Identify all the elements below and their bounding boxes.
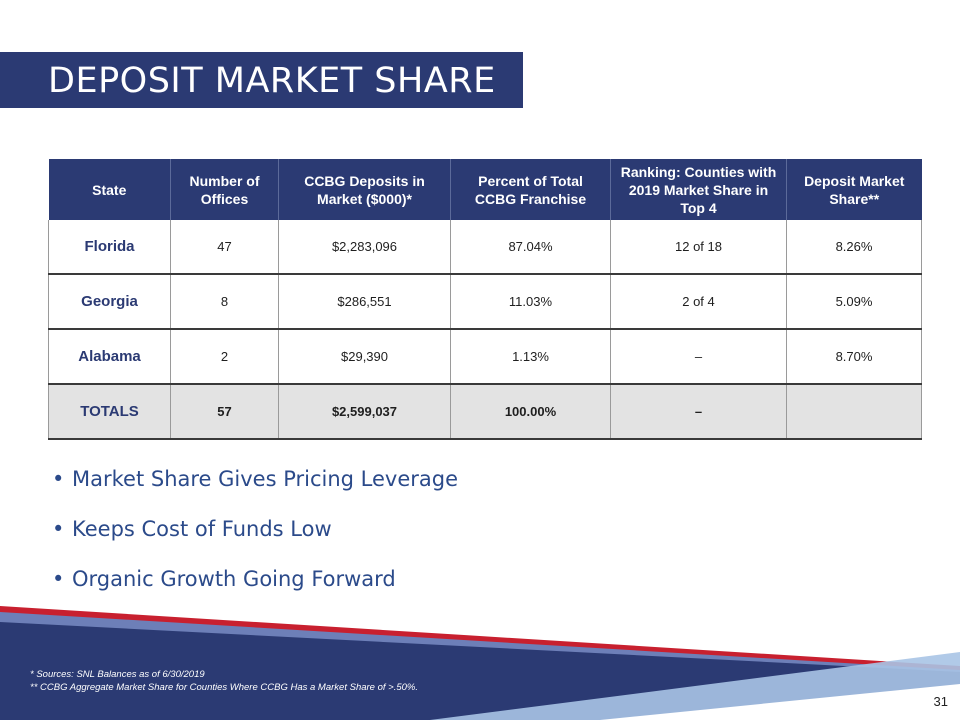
bullet-list: • Market Share Gives Pricing Leverage • Ke… — [52, 464, 458, 614]
cell-deposits: $29,390 — [278, 329, 451, 385]
cell-offices: 2 — [170, 329, 279, 385]
page-number: 31 — [933, 694, 948, 709]
cell-offices: 47 — [170, 220, 279, 275]
cell-state: Georgia — [48, 274, 171, 330]
cell-share: 8.26% — [786, 220, 922, 275]
bullet-item: • Market Share Gives Pricing Leverage — [52, 464, 458, 514]
cell-deposits: $2,599,037 — [278, 384, 451, 440]
bullet-dot-icon: • — [52, 567, 65, 591]
cell-offices: 8 — [170, 274, 279, 330]
cell-share: 5.09% — [786, 274, 922, 330]
bullet-item: • Organic Growth Going Forward — [52, 564, 458, 614]
cell-deposits: $286,551 — [278, 274, 451, 330]
cell-state: TOTALS — [48, 384, 171, 440]
cell-percent: 87.04% — [450, 220, 611, 275]
bullet-text: Keeps Cost of Funds Low — [72, 517, 332, 541]
cell-state: Florida — [48, 220, 171, 275]
cell-share: 8.70% — [786, 329, 922, 385]
table-row: Georgia 8 $286,551 11.03% 2 of 4 5.09% — [48, 274, 922, 330]
cell-ranking: – — [610, 329, 787, 385]
cell-ranking: 12 of 18 — [610, 220, 787, 275]
cell-percent: 1.13% — [450, 329, 611, 385]
cell-percent: 11.03% — [450, 274, 611, 330]
cell-offices: 57 — [170, 384, 279, 440]
footer-wave-graphic — [0, 606, 960, 720]
bullet-dot-icon: • — [52, 517, 65, 541]
totals-row: TOTALS 57 $2,599,037 100.00% – — [48, 384, 922, 440]
cell-share — [786, 384, 922, 440]
table-row: Alabama 2 $29,390 1.13% – 8.70% — [48, 329, 922, 385]
header-share: Deposit Market Share** — [786, 159, 922, 220]
footnotes: * Sources: SNL Balances as of 6/30/2019 … — [30, 668, 418, 694]
cell-state: Alabama — [48, 329, 171, 385]
deposit-market-share-table: State Number of Offices CCBG Deposits in… — [48, 159, 922, 440]
bullet-item: • Keeps Cost of Funds Low — [52, 514, 458, 564]
cell-percent: 100.00% — [450, 384, 611, 440]
header-percent: Percent of Total CCBG Franchise — [450, 159, 611, 220]
bullet-text: Market Share Gives Pricing Leverage — [72, 467, 459, 491]
cell-ranking: – — [610, 384, 787, 440]
table-header-row: State Number of Offices CCBG Deposits in… — [48, 159, 922, 220]
title-bar: DEPOSIT MARKET SHARE — [0, 52, 523, 108]
footnote: * Sources: SNL Balances as of 6/30/2019 — [30, 669, 205, 680]
page-title: DEPOSIT MARKET SHARE — [48, 61, 496, 101]
cell-deposits: $2,283,096 — [278, 220, 451, 275]
header-offices: Number of Offices — [170, 159, 279, 220]
white-wave — [600, 684, 960, 720]
bullet-dot-icon: • — [52, 467, 65, 491]
table-row: Florida 47 $2,283,096 87.04% 12 of 18 8.… — [48, 220, 922, 275]
header-deposits: CCBG Deposits in Market ($000)* — [278, 159, 451, 220]
footnote: ** CCBG Aggregate Market Share for Count… — [30, 682, 418, 693]
cell-ranking: 2 of 4 — [610, 274, 787, 330]
header-ranking: Ranking: Counties with 2019 Market Share… — [610, 159, 787, 220]
bullet-text: Organic Growth Going Forward — [72, 567, 396, 591]
header-state: State — [48, 159, 171, 220]
